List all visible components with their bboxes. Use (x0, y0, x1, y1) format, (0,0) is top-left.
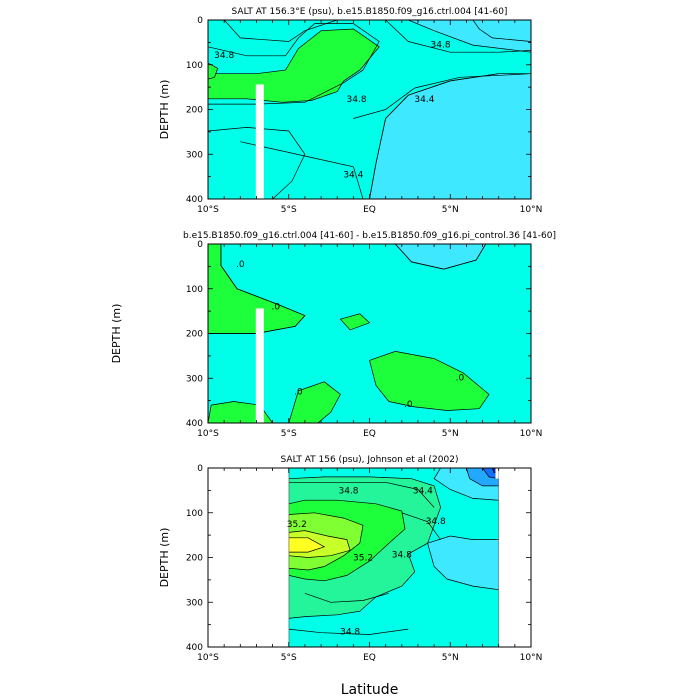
y-tick-label: 200 (186, 330, 203, 340)
missing-data-mask (498, 468, 531, 647)
contour-label: .0 (294, 388, 303, 398)
missing-data-mask (255, 308, 264, 423)
panel-title: SALT AT 156.3°E (psu), b.e15.B1850.f09_g… (232, 7, 508, 17)
contour-line (288, 628, 409, 635)
y-axis-title: DEPTH (m) (158, 80, 171, 140)
contour-label: .0 (456, 373, 465, 383)
contour-line (208, 23, 380, 105)
y-tick-label: 200 (186, 554, 203, 564)
x-tick-label: 5°N (442, 653, 459, 663)
contour-label: 34.4 (343, 170, 363, 180)
contour-line (223, 20, 338, 42)
contour-line (369, 73, 499, 199)
contour-label: 34.4 (414, 95, 434, 105)
y-tick-label: 200 (186, 106, 203, 116)
panel-3-plot-area (208, 468, 531, 647)
panel-1-plot-area (208, 20, 531, 199)
missing-data-mask (208, 468, 289, 647)
y-tick-label: 400 (186, 195, 203, 205)
contour-label: 34.8 (340, 627, 360, 637)
panel-title: SALT AT 156 (psu), Johnson et al (2002) (281, 455, 459, 465)
y-tick-label: 300 (186, 374, 203, 384)
y-tick-label: 100 (186, 509, 203, 519)
x-tick-label: 10°S (197, 205, 219, 215)
x-tick-label: 5°N (442, 429, 459, 439)
contour-line (288, 481, 435, 508)
x-tick-label: 5°S (281, 205, 297, 215)
contour-label: 34.8 (338, 486, 358, 496)
y-tick-label: 100 (186, 285, 203, 295)
contour-region-green (369, 351, 490, 411)
y-axis-title: DEPTH (m) (158, 528, 171, 588)
contour-label: 34.8 (426, 517, 446, 527)
x-tick-label: 10°S (197, 653, 219, 663)
x-tick-label: 5°S (281, 653, 297, 663)
panel-1: 34.8 34.8 34.8 34.4 34.4 10°S 5°S EQ 5°N 10°N 0 100… (158, 7, 542, 215)
missing-data-mask (255, 84, 264, 199)
y-tick-label: 0 (197, 16, 203, 26)
x-tick-label: EQ (363, 429, 376, 439)
contour-region-yellow (288, 537, 326, 553)
contour-label: .0 (236, 260, 245, 270)
y-tick-label: 300 (186, 150, 203, 160)
missing-data-mask (495, 468, 499, 479)
contour-label: .0 (272, 303, 281, 313)
y-tick-label: 300 (186, 598, 203, 608)
x-tick-label: EQ (363, 205, 376, 215)
x-tick-label: 10°N (520, 653, 543, 663)
x-tick-label: 10°S (197, 429, 219, 439)
panel-title: b.e15.B1850.f09_g16.ctrl.004 [41-60] - b… (183, 231, 556, 241)
panel-2-plot-area (208, 244, 531, 423)
contour-region-green (339, 313, 371, 331)
contour-line (304, 592, 389, 603)
y-tick-label: 400 (186, 643, 203, 653)
x-tick-label: EQ (363, 653, 376, 663)
contour-line (385, 20, 531, 53)
x-tick-label: 5°S (281, 429, 297, 439)
contour-label: 34.8 (347, 95, 367, 105)
contour-label: 35.2 (287, 520, 307, 530)
contour-label: .0 (404, 400, 413, 410)
contour-label: 34.8 (431, 41, 451, 51)
panel-2: .0 .0 .0 .0 .0 10°S 5°S EQ 5°N 10°N 0 100 200 300 400 D… (110, 231, 556, 439)
contour-label: 34.4 (413, 486, 433, 496)
y-tick-label: 100 (186, 61, 203, 71)
panel-3: 34.8 34.4 35.2 34.8 35.2 34.8 34.8 10°S 5°S EQ 5°N… (158, 455, 542, 663)
x-tick-label: 10°N (520, 429, 543, 439)
contour-line (401, 512, 441, 540)
contour-label: 34.8 (392, 550, 412, 560)
contour-region-green (208, 62, 219, 80)
contour-label: 34.8 (214, 51, 234, 61)
y-tick-label: 400 (186, 419, 203, 429)
y-tick-label: 0 (197, 464, 203, 474)
contour-line (395, 244, 487, 270)
y-tick-label: 0 (197, 240, 203, 250)
x-axis-title: Latitude (341, 682, 399, 698)
y-axis-title: DEPTH (m) (110, 304, 123, 364)
contour-region-green (288, 381, 341, 423)
contour-region-cyan-low (472, 20, 531, 42)
x-tick-label: 10°N (520, 205, 543, 215)
contour-label: 35.2 (353, 554, 373, 564)
x-tick-label: 5°N (442, 205, 459, 215)
